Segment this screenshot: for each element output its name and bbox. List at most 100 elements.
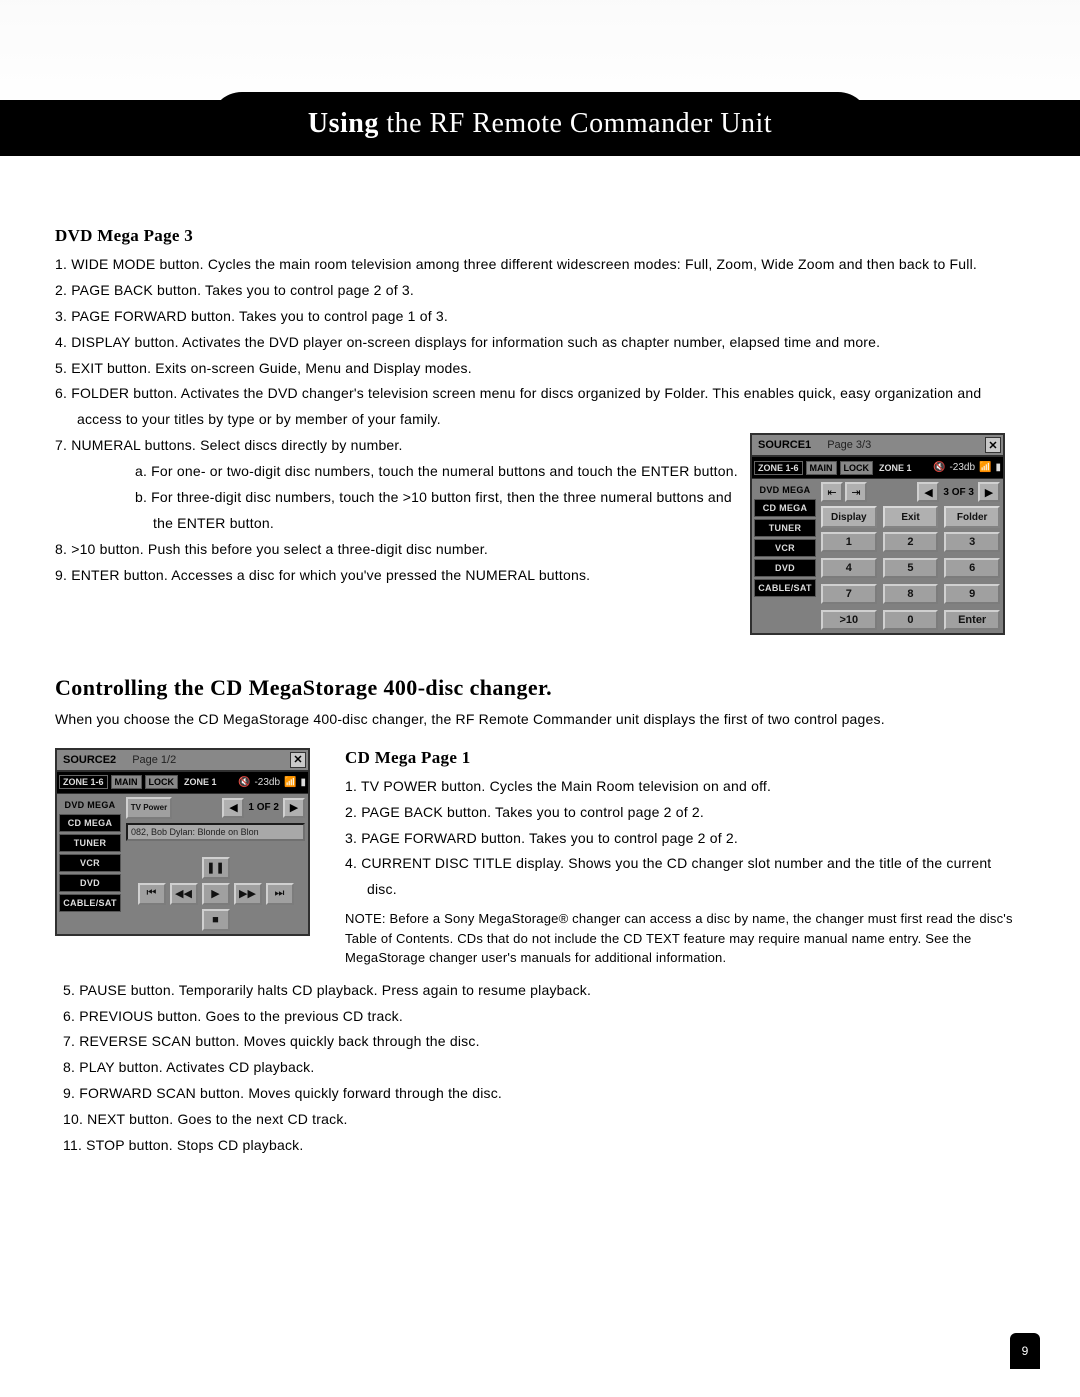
page-fwd-button[interactable]: ⇥ [845, 482, 867, 502]
source-button[interactable]: CD MEGA [59, 814, 121, 832]
disc-title-display: 082, Bob Dylan: Blonde on Blon [126, 823, 305, 841]
page-title-bold: Using [308, 108, 379, 139]
num-0-button[interactable]: 0 [883, 610, 939, 630]
control-column: TV Power ◀ 1 OF 2 ▶ 082, Bob Dylan: Blon… [123, 794, 308, 934]
page-indicator: 1 OF 2 [246, 798, 281, 818]
num-8-button[interactable]: 8 [883, 584, 939, 604]
pause-button[interactable]: ❚❚ [202, 857, 230, 879]
stop-button[interactable]: ■ [202, 909, 230, 931]
source-button[interactable]: VCR [59, 854, 121, 872]
nav-right-button[interactable]: ▶ [283, 798, 305, 818]
mute-icon: 🔇 [238, 777, 250, 788]
lock-chip[interactable]: LOCK [145, 775, 179, 789]
panel-header: SOURCE2 Page 1/2 ✕ [57, 750, 308, 772]
source-button[interactable]: TUNER [59, 834, 121, 852]
next-button[interactable]: ⏭ [266, 883, 294, 905]
num-5-button[interactable]: 5 [883, 558, 939, 578]
panel-source: SOURCE2 [63, 754, 116, 766]
list-item: NUMERAL buttons. Select discs directly b… [55, 433, 738, 459]
list-item: ENTER button. Accesses a disc for which … [55, 563, 738, 589]
list-item: >10 button. Push this before you select … [55, 537, 738, 563]
device-head: DVD MEGA [754, 481, 816, 497]
cd-heading: CD Mega Page 1 [345, 748, 1025, 768]
remote-panel-cd: SOURCE2 Page 1/2 ✕ ZONE 1-6 MAIN LOCK ZO… [55, 748, 310, 936]
panel-page: Page 3/3 [827, 439, 871, 451]
num-4-button[interactable]: 4 [821, 558, 877, 578]
main-chip[interactable]: MAIN [806, 461, 837, 475]
status-right: 🔇 -23db 📶 ▮ [238, 777, 306, 788]
panel-page: Page 1/2 [132, 754, 176, 766]
lock-chip[interactable]: LOCK [840, 461, 874, 475]
wifi-icon: 📶 [284, 777, 296, 788]
nav-left-button[interactable]: ◀ [222, 798, 244, 818]
source-button[interactable]: TUNER [754, 519, 816, 537]
folder-button[interactable]: Folder [944, 506, 1000, 528]
list-item: WIDE MODE button. Cycles the main room t… [55, 252, 1025, 278]
cd-bottom-list: PAUSE button. Temporarily halts CD playb… [55, 978, 1025, 1159]
prev-button[interactable]: ⏮ [138, 883, 166, 905]
remote-panel-dvd: SOURCE1 Page 3/3 ✕ ZONE 1-6 MAIN LOCK ZO… [750, 433, 1005, 635]
zone-chip[interactable]: ZONE 1-6 [754, 461, 803, 475]
list-item: PLAY button. Activates CD playback. [55, 1055, 1025, 1081]
list-item: NEXT button. Goes to the next CD track. [55, 1107, 1025, 1133]
cd-note: NOTE: Before a Sony MegaStorage® changer… [345, 909, 1025, 968]
source-button[interactable]: VCR [754, 539, 816, 557]
dvd-list-cont2: >10 button. Push this before you select … [55, 537, 738, 589]
list-item: REVERSE SCAN button. Moves quickly back … [55, 1029, 1025, 1055]
main-chip[interactable]: MAIN [111, 775, 142, 789]
status-right: 🔇 -23db 📶 ▮ [933, 462, 1001, 473]
source-button[interactable]: DVD [59, 874, 121, 892]
source-button[interactable]: CABLE/SAT [754, 579, 816, 597]
display-button[interactable]: Display [821, 506, 877, 528]
list-item: DISPLAY button. Activates the DVD player… [55, 330, 1025, 356]
source-column: DVD MEGA CD MEGA TUNER VCR DVD CABLE/SAT [752, 479, 818, 633]
nav-right-button[interactable]: ▶ [978, 482, 1000, 502]
cd-major-heading: Controlling the CD MegaStorage 400-disc … [55, 675, 1025, 701]
rew-button[interactable]: ◀◀ [170, 883, 198, 905]
source-button[interactable]: DVD [754, 559, 816, 577]
page-number: 9 [1010, 1333, 1040, 1369]
num-9-button[interactable]: 9 [944, 584, 1000, 604]
list-item: TV POWER button. Cycles the Main Room te… [345, 774, 1025, 800]
num-6-button[interactable]: 6 [944, 558, 1000, 578]
enter-button[interactable]: Enter [944, 610, 1000, 630]
list-item: CURRENT DISC TITLE display. Shows you th… [345, 851, 1025, 903]
wifi-icon: 📶 [979, 462, 991, 473]
page-title: Using the RF Remote Commander Unit [210, 92, 870, 156]
page-back-button[interactable]: ⇤ [821, 482, 843, 502]
mute-icon: 🔇 [933, 462, 945, 473]
close-icon[interactable]: ✕ [290, 752, 306, 768]
stop-row: ■ [126, 909, 305, 931]
dvd-heading: DVD Mega Page 3 [55, 226, 1025, 246]
page-title-rest: the RF Remote Commander Unit [379, 108, 772, 139]
exit-button[interactable]: Exit [883, 506, 939, 528]
zone-chip[interactable]: ZONE 1-6 [59, 775, 108, 789]
gt10-button[interactable]: >10 [821, 610, 877, 630]
play-button[interactable]: ▶ [202, 883, 230, 905]
control-column: ⇤ ⇥ ◀ 3 OF 3 ▶ Display Exit [818, 479, 1003, 633]
list-item: EXIT button. Exits on-screen Guide, Menu… [55, 356, 1025, 382]
numeral-grid: 1 2 3 4 5 6 7 8 9 >10 0 Enter [821, 532, 1000, 630]
num-2-button[interactable]: 2 [883, 532, 939, 552]
ff-button[interactable]: ▶▶ [234, 883, 262, 905]
num-1-button[interactable]: 1 [821, 532, 877, 552]
tv-power-button[interactable]: TV Power [126, 797, 172, 819]
battery-icon: ▮ [300, 777, 306, 788]
list-item: PREVIOUS button. Goes to the previous CD… [55, 1004, 1025, 1030]
num-7-button[interactable]: 7 [821, 584, 877, 604]
list-item: FORWARD SCAN button. Moves quickly forwa… [55, 1081, 1025, 1107]
transport-row: ⏮ ◀◀ ▶ ▶▶ ⏭ [126, 883, 305, 905]
source-button[interactable]: CD MEGA [754, 499, 816, 517]
source-button[interactable]: CABLE/SAT [59, 894, 121, 912]
battery-icon: ▮ [995, 462, 1001, 473]
volume-level: -23db [254, 777, 280, 788]
dvd-list-cont: NUMERAL buttons. Select discs directly b… [55, 433, 738, 459]
dvd-sublist: a. For one- or two-digit disc numbers, t… [135, 459, 738, 537]
list-item: PAGE BACK button. Takes you to control p… [55, 278, 1025, 304]
nav-left-button[interactable]: ◀ [917, 482, 939, 502]
list-item: FOLDER button. Activates the DVD changer… [55, 381, 1025, 433]
num-3-button[interactable]: 3 [944, 532, 1000, 552]
list-item: a. For one- or two-digit disc numbers, t… [135, 459, 738, 485]
close-icon[interactable]: ✕ [985, 437, 1001, 453]
panel-body: DVD MEGA CD MEGA TUNER VCR DVD CABLE/SAT… [57, 794, 308, 934]
